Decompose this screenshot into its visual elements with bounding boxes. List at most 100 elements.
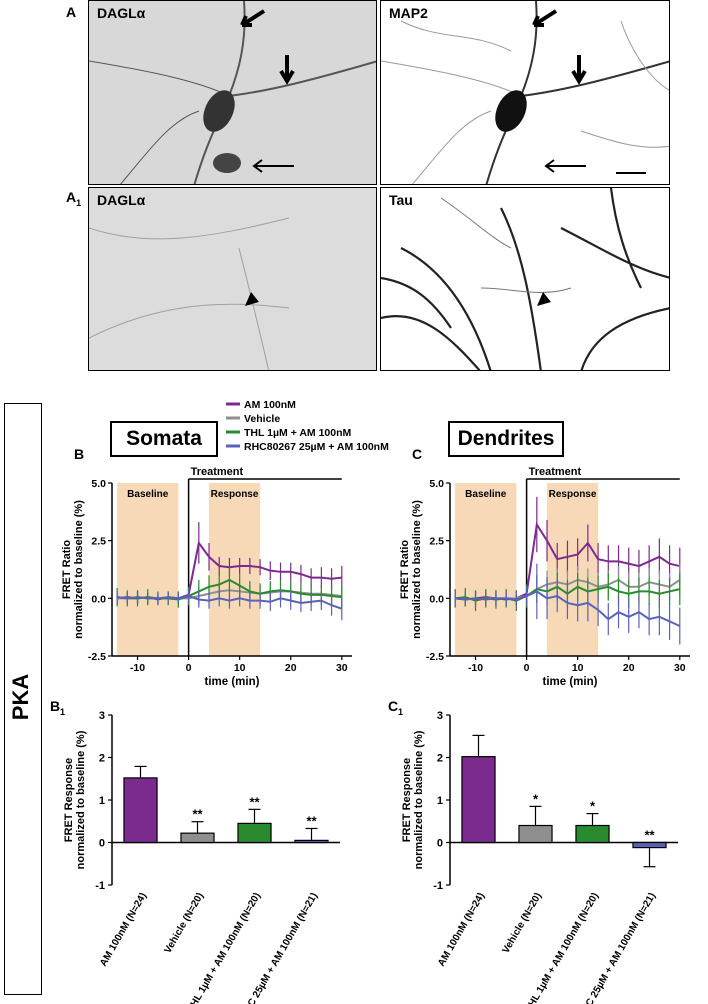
micrograph-tau-image: [381, 188, 669, 370]
y-tick-label: 1: [437, 795, 443, 807]
x-tick-label: 10: [572, 662, 584, 674]
bar-2: [575, 824, 610, 844]
bar-3: [632, 841, 667, 849]
y-tick-label: -1: [95, 880, 105, 892]
y-tick-label: 3: [99, 710, 105, 722]
panel-letter-a1: A1: [66, 189, 81, 208]
arrowhead-icon: [537, 292, 551, 306]
y-tick-label: -2.5: [426, 651, 444, 663]
y-tick-label: 5.0: [91, 478, 106, 490]
region-label-response: Response: [549, 489, 597, 500]
micrograph-dagla-bottom-image: [89, 217, 290, 370]
category-label-0: AM 100nM (N=24): [98, 891, 149, 968]
region-baseline: [117, 483, 179, 656]
y-axis-label-2: normalized to baseline (%): [75, 730, 87, 869]
y-tick-label: 1: [99, 795, 105, 807]
x-tick-label: 0: [524, 662, 530, 674]
panel-letter-B: B: [74, 446, 84, 462]
category-label-1: Vehicle (N=20): [163, 891, 207, 955]
y-tick-label: 0.0: [91, 593, 106, 605]
significance-2: **: [249, 794, 260, 809]
x-tick-label: 20: [623, 662, 635, 674]
arrow-down-icon: [571, 55, 587, 85]
micrograph-label-tau: Tau: [389, 192, 413, 208]
significance-2: *: [590, 799, 596, 814]
arrowhead-icon: [245, 292, 259, 306]
micrograph-map2-image: [381, 1, 669, 184]
y-axis-label-2: normalized to baseline (%): [73, 500, 85, 639]
legend-label-1: Vehicle: [244, 413, 280, 425]
micrograph-dagla-top: DAGLα: [88, 0, 377, 185]
category-label-1: Vehicle (N=20): [501, 891, 545, 955]
line-chart-B: B Baseline Response Treatment -2.5 0.0 2.5 5.0 -…: [61, 446, 352, 688]
series-3: [454, 563, 681, 645]
bar-0: [123, 777, 158, 844]
panel-subscript-C1: 1: [398, 707, 403, 717]
region-response: [209, 483, 261, 656]
bar-3: [294, 839, 329, 844]
panel-letter-a1-main: A: [66, 189, 77, 205]
panel-letter-C1: C: [388, 698, 398, 714]
y-tick-label: 3: [437, 710, 443, 722]
region-label-response: Response: [211, 489, 259, 500]
panel-letter-B1: B: [50, 698, 60, 714]
series-line-3: [116, 594, 343, 610]
region-label-baseline: Baseline: [127, 489, 169, 500]
y-axis-label-1: FRET Response: [63, 758, 75, 842]
x-tick-label: 20: [285, 662, 297, 674]
treatment-label: Treatment: [191, 466, 244, 478]
panel-letter-a: A: [66, 4, 77, 20]
y-tick-label: 0: [99, 838, 105, 850]
pka-side-box: PKA: [4, 403, 42, 995]
region-response: [547, 483, 599, 656]
x-axis-label: time (min): [205, 676, 260, 688]
line-chart-C: C Baseline Response Treatment -2.5 0.0 2.5 5.0 -…: [399, 446, 690, 688]
x-tick-label: 0: [186, 662, 192, 674]
arrow-left-icon: [544, 159, 586, 173]
legend-label-0: AM 100nM: [244, 399, 296, 411]
series-3: [116, 589, 343, 621]
x-axis-label: time (min): [543, 676, 598, 688]
panel-letter-a1-sub: 1: [76, 197, 82, 208]
region-label-baseline: Baseline: [465, 489, 507, 500]
region-baseline: [455, 483, 517, 656]
panel-letter-C: C: [412, 446, 422, 462]
y-tick-label: -1: [433, 880, 443, 892]
title-somata: Somata: [110, 421, 218, 457]
micrograph-dagla-top-image: [89, 1, 376, 184]
arrow-down-icon: [279, 55, 295, 85]
treatment-label: Treatment: [529, 466, 582, 478]
y-tick-label: 0.0: [429, 593, 444, 605]
micrograph-dagla-bottom: DAGLα: [88, 187, 377, 371]
significance-3: **: [644, 828, 655, 843]
y-tick-label: 2: [99, 753, 105, 765]
legend-label-2: THL 1µM + AM 100nM: [244, 427, 352, 439]
panel-subscript-B1: 1: [60, 707, 65, 717]
series-line-3: [454, 590, 681, 627]
micrograph-tau: Tau: [380, 187, 670, 371]
micrograph-label-dagla: DAGLα: [97, 5, 146, 21]
y-axis-label-1: FRET Response: [401, 758, 413, 842]
significance-3: **: [306, 813, 317, 828]
x-tick-label: -10: [468, 662, 483, 674]
arrow-icon: [240, 9, 266, 27]
bar-0: [461, 756, 496, 844]
y-tick-label: -2.5: [88, 651, 106, 663]
x-tick-label: -10: [130, 662, 145, 674]
arrow-icon: [532, 9, 558, 27]
micrograph-map2: MAP2: [380, 0, 670, 185]
bar-1: [180, 832, 215, 844]
micrograph-label-map2: MAP2: [389, 5, 428, 21]
legend-label-3: RHC80267 25µM + AM 100nM: [244, 441, 389, 453]
bar-1: [518, 824, 553, 844]
y-tick-label: 0: [437, 838, 443, 850]
micrograph-label-dagla-2: DAGLα: [97, 192, 146, 208]
significance-1: *: [533, 791, 539, 806]
y-tick-label: 5.0: [429, 478, 444, 490]
bar-2: [237, 822, 272, 844]
y-tick-label: 2: [437, 753, 443, 765]
x-tick-label: 30: [674, 662, 686, 674]
y-axis-label-2: normalized to baseline (%): [413, 730, 425, 869]
